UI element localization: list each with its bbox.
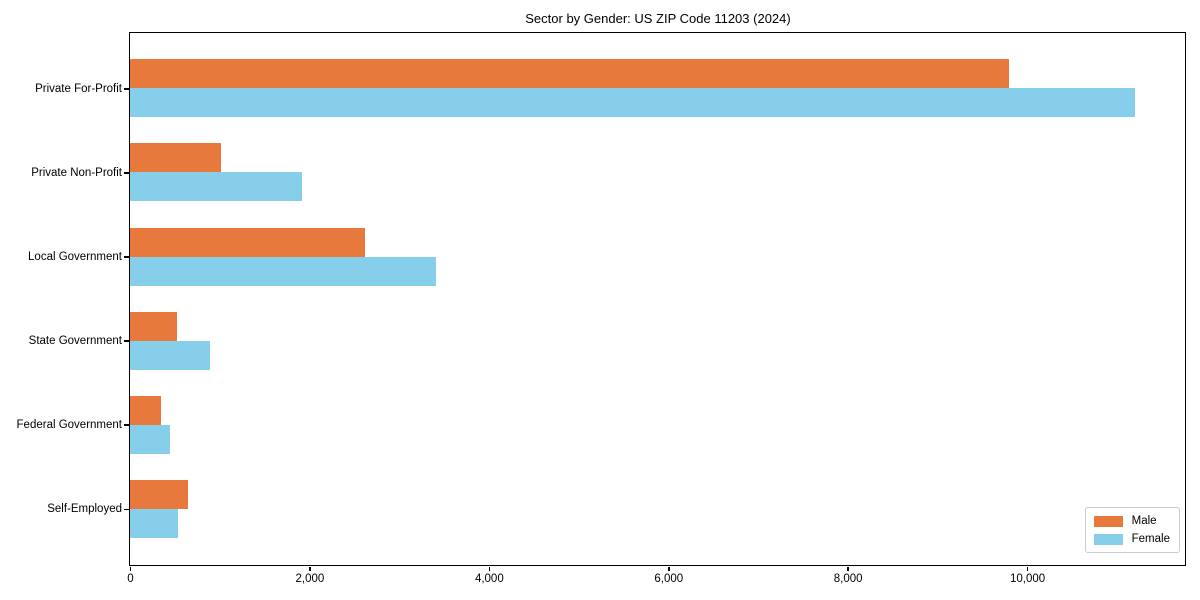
x-axis-tick-label: 2,000 [295,573,325,585]
x-axis-tick-label: 4,000 [474,573,504,585]
y-axis-tick [124,172,129,174]
y-axis-label: Private For-Profit [35,82,122,95]
x-axis-tick [309,567,311,571]
x-axis-tick-label: 8,000 [833,573,863,585]
legend-swatch-female [1093,533,1123,545]
y-axis-label: Federal Government [16,419,122,432]
x-axis-tick-label: 0 [127,573,134,585]
y-axis-tick [124,424,129,426]
y-axis-label: Local Government [28,251,122,263]
legend-swatch-male [1093,515,1123,527]
bar-male [130,311,177,341]
legend: Male Female [1084,507,1180,553]
bar-female [130,172,303,202]
bar-male [130,479,189,509]
x-axis-tick [668,567,670,571]
bar-female [130,88,1135,118]
y-axis-tick [124,256,129,258]
bar-female [130,340,210,370]
y-axis-tick [124,340,129,342]
x-axis-tick-label: 6,000 [654,573,684,585]
x-axis-tick [1026,567,1029,571]
bar-male [130,143,221,173]
plot-area: Male Female [129,32,1186,566]
x-axis-tick [129,567,132,571]
y-axis-label: State Government [28,335,122,348]
bar-male [130,227,365,257]
y-axis-label: Self-Employed [47,503,122,516]
legend-label: Female [1131,533,1170,545]
chart-title: Sector by Gender: US ZIP Code 11203 (202… [525,11,791,26]
bar-male [130,395,162,425]
legend-item: Male [1093,515,1170,527]
bar-female [130,424,170,454]
bar-male [130,59,1010,89]
x-axis-tick-label: 10,000 [1010,573,1046,585]
x-axis-tick [488,567,491,571]
bar-female [130,508,179,538]
legend-item: Female [1093,533,1170,545]
x-axis-tick [847,567,849,571]
y-axis-tick [124,508,129,511]
legend-label: Male [1131,515,1157,527]
y-axis-tick [124,88,129,90]
bar-female [130,256,436,286]
y-axis-label: Private Non-Profit [31,166,122,179]
